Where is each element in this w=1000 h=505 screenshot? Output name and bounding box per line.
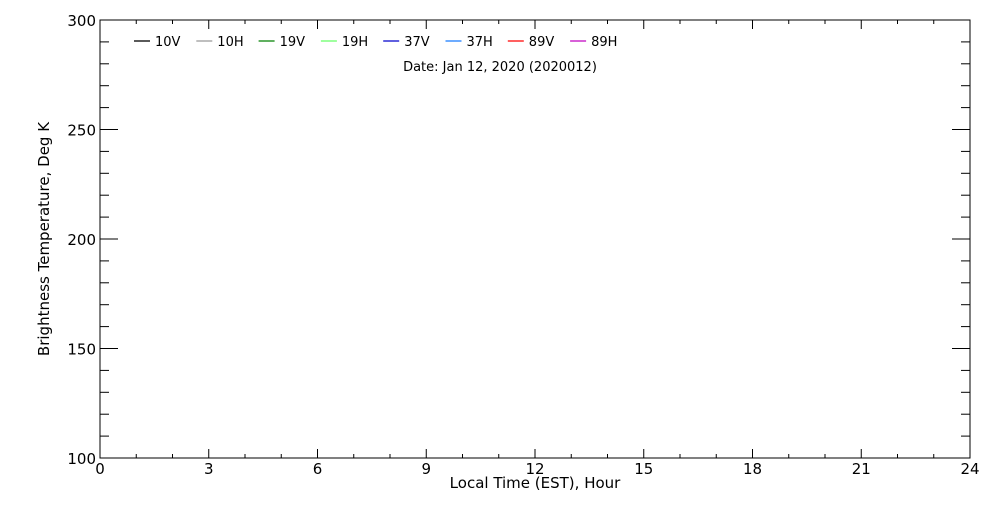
x-tick-label: 12 xyxy=(525,460,544,478)
x-tick-label: 24 xyxy=(960,460,979,478)
x-tick-label: 15 xyxy=(634,460,653,478)
legend-label: 37H xyxy=(467,35,493,50)
axis-ticks: 0 3 6 9 12 15 18 21 24 100 150 200 250 300 xyxy=(67,12,979,478)
plot-frame xyxy=(99,19,971,459)
y-tick-label: 250 xyxy=(67,122,96,140)
x-tick-label: 9 xyxy=(421,460,431,478)
x-tick-label: 6 xyxy=(313,460,323,478)
legend-label: 10H xyxy=(217,35,243,50)
x-tick-label: 0 xyxy=(95,460,105,478)
legend-label: 10V xyxy=(155,35,181,50)
legend-label: 19V xyxy=(280,35,306,50)
x-tick-label: 18 xyxy=(743,460,762,478)
legend-label: 89H xyxy=(591,35,617,50)
legend-label: 19H xyxy=(342,35,368,50)
x-tick-label: 3 xyxy=(204,460,214,478)
y-tick-label: 200 xyxy=(67,231,96,249)
y-tick-label: 100 xyxy=(67,450,96,468)
y-axis-label: Brightness Temperature, Deg K xyxy=(35,121,53,356)
legend-label: 89V xyxy=(529,35,555,50)
y-tick-label: 150 xyxy=(67,341,96,359)
x-axis-label: Local Time (EST), Hour xyxy=(450,474,621,492)
y-tick-label: 300 xyxy=(67,12,96,30)
legend-label: 37V xyxy=(404,35,430,50)
x-tick-label: 21 xyxy=(852,460,871,478)
date-annotation: Date: Jan 12, 2020 (2020012) xyxy=(403,60,597,75)
legend: 10V 10H 19V 19H 37V 37H 89V 89H xyxy=(134,35,617,50)
